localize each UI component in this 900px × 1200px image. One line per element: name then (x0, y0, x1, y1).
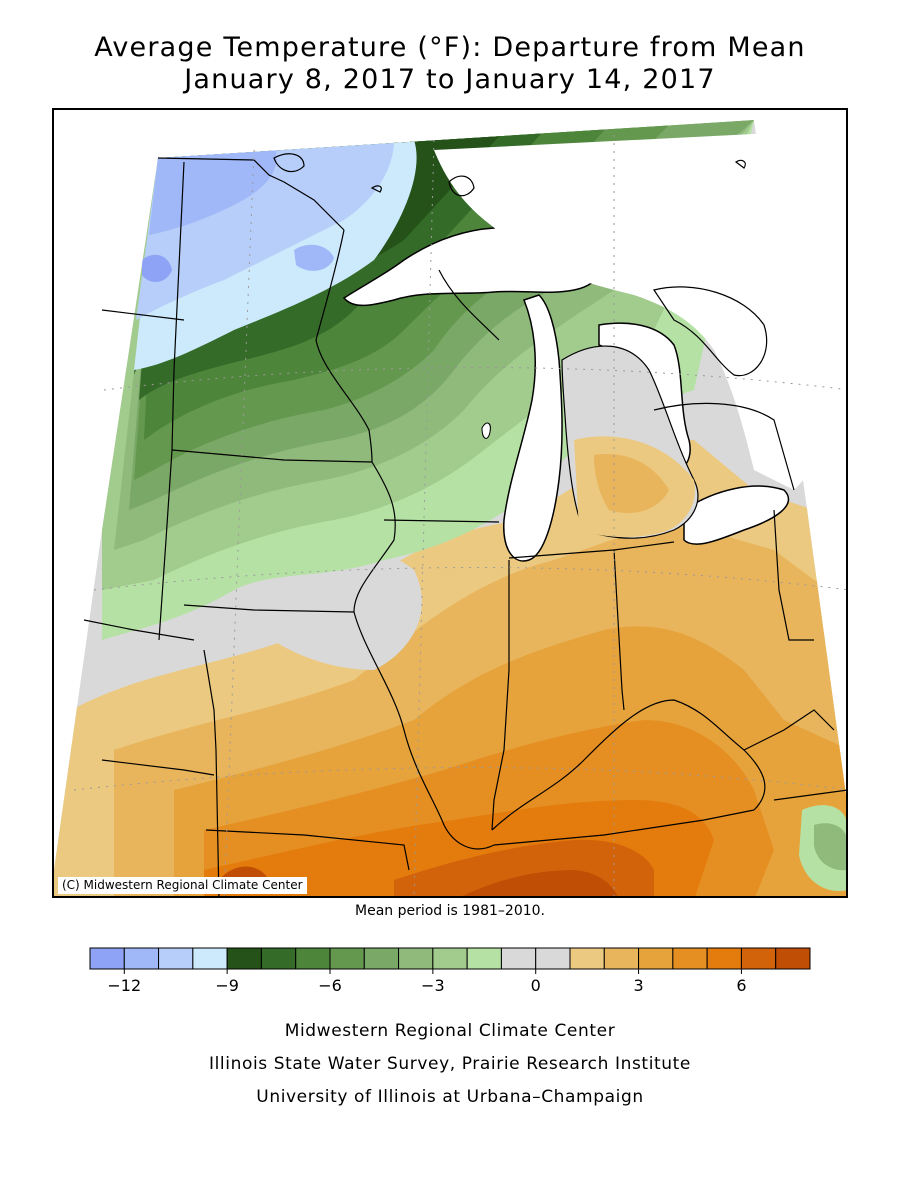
legend-tick-label: 0 (531, 976, 541, 995)
legend-swatch (535, 947, 571, 970)
legend-swatch (329, 947, 365, 970)
graticule (73, 135, 846, 896)
legend-swatch (603, 947, 640, 970)
legend-swatch (638, 947, 674, 970)
legend-swatch (740, 947, 777, 970)
footer-organization: Midwestern Regional Climate Center (284, 1021, 616, 1041)
legend-tick-label: 6 (736, 976, 746, 995)
legend-swatch (123, 947, 160, 970)
legend-swatches (89, 947, 811, 970)
legend-tick-label: −12 (107, 976, 141, 995)
map-subtitle-dates: January 8, 2017 to January 14, 2017 (184, 64, 716, 95)
temperature-departure-map: (C) Midwestern Regional Climate Center (52, 108, 848, 898)
legend-swatch (775, 947, 811, 970)
great-lakes (273, 130, 846, 562)
state-boundaries (83, 157, 846, 896)
legend-swatch (398, 947, 434, 970)
legend-swatch (432, 947, 468, 970)
legend-swatch (500, 947, 537, 970)
legend-swatch (295, 947, 331, 970)
legend-swatch (672, 947, 708, 970)
map-canvas (54, 120, 846, 896)
legend-tick-label: −3 (421, 976, 445, 995)
legend-tick-label: −9 (215, 976, 239, 995)
legend-swatch (158, 947, 194, 970)
legend-swatch (466, 947, 502, 970)
legend-swatch (226, 947, 262, 970)
legend-tick-label: 3 (633, 976, 643, 995)
legend-swatch (260, 947, 297, 970)
legend-swatch (192, 947, 228, 970)
footer-survey: Illinois State Water Survey, Prairie Res… (209, 1054, 691, 1074)
map-title: Average Temperature (°F): Departure from… (94, 32, 806, 63)
map-copyright: (C) Midwestern Regional Climate Center (58, 877, 307, 894)
color-legend: −12 −9 −6 −3 0 3 6 (89, 947, 811, 995)
legend-swatch (569, 947, 605, 970)
legend-swatch (363, 947, 400, 970)
mean-period-note: Mean period is 1981–2010. (355, 903, 545, 919)
footer-university: University of Illinois at Urbana–Champai… (256, 1087, 644, 1107)
legend-tick-label: −6 (318, 976, 342, 995)
legend-swatch (89, 947, 125, 970)
legend-swatch (706, 947, 742, 970)
legend-ticks: −12 −9 −6 −3 0 3 6 (107, 969, 747, 995)
